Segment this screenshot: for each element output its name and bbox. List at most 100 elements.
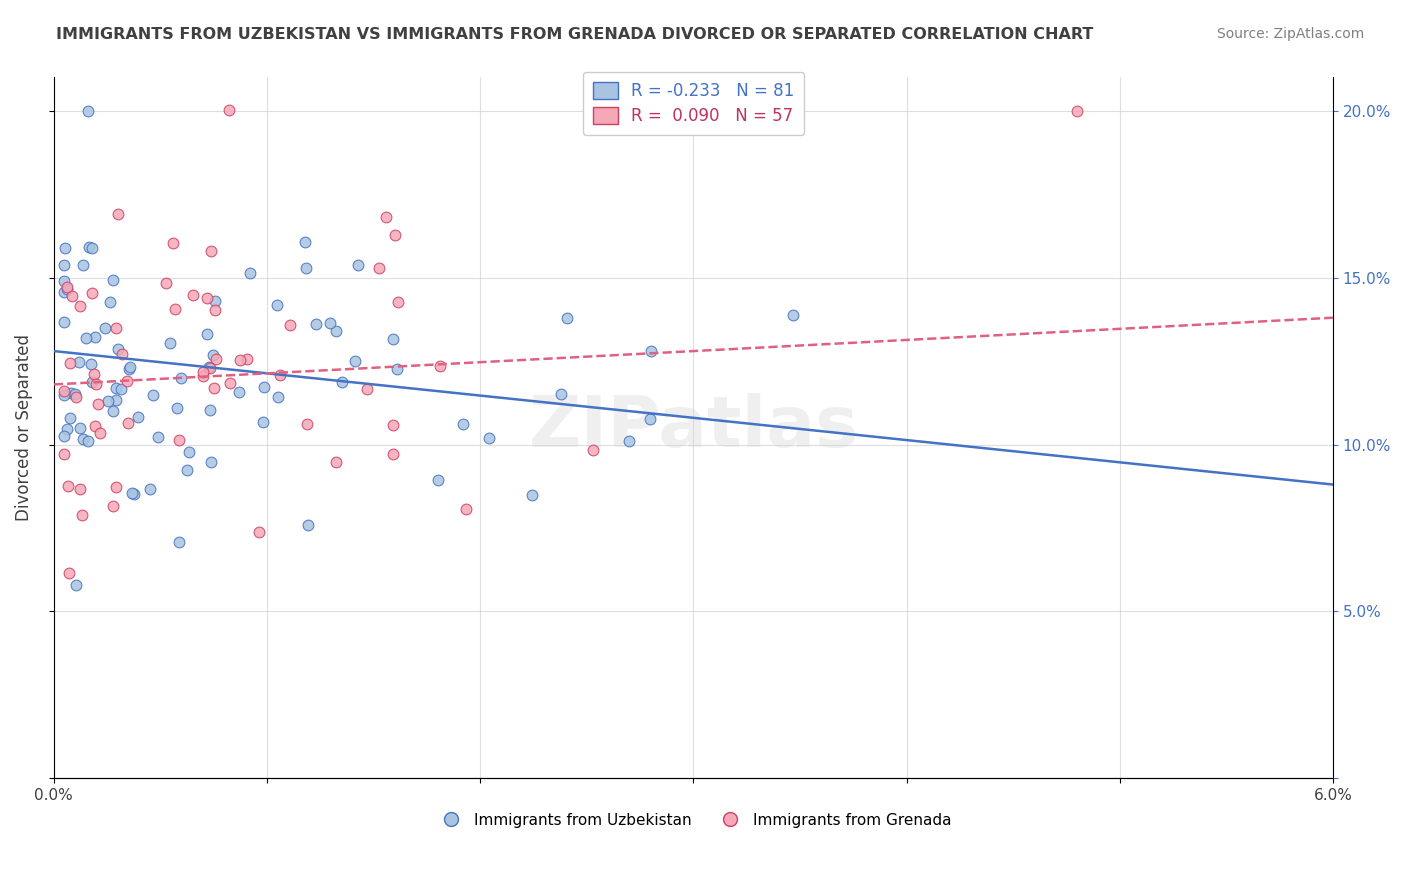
Point: [146, 430, 169, 444]
Point: [110, 382, 132, 396]
Point: [325, 325, 347, 339]
Point: [63, 386, 86, 401]
Point: [319, 316, 342, 330]
Point: [58, 566, 80, 580]
Point: [58, 479, 80, 493]
Point: [69, 482, 91, 496]
Point: [115, 374, 138, 388]
Point: [104, 320, 127, 334]
Point: [387, 294, 409, 309]
Point: [167, 433, 190, 447]
Point: [204, 293, 226, 308]
Point: [56, 280, 79, 294]
Point: [53, 315, 76, 329]
Point: [94, 321, 117, 335]
Point: [118, 360, 141, 375]
Point: [454, 502, 477, 516]
Point: [83, 368, 105, 382]
Point: [325, 455, 347, 469]
Point: [155, 276, 177, 290]
Point: [163, 302, 186, 317]
Point: [65, 577, 87, 591]
Point: [87, 397, 110, 411]
Point: [356, 382, 378, 396]
Point: [253, 380, 276, 394]
Point: [294, 235, 316, 250]
Point: [782, 308, 804, 322]
Point: [59, 356, 82, 370]
Point: [228, 352, 250, 367]
Text: Source: ZipAtlas.com: Source: ZipAtlas.com: [1216, 27, 1364, 41]
Point: [104, 381, 127, 395]
Point: [53, 241, 76, 255]
Point: [53, 384, 76, 399]
Point: [204, 303, 226, 318]
Point: [297, 417, 319, 431]
Point: [53, 428, 76, 442]
Point: [343, 354, 366, 368]
Point: [97, 394, 120, 409]
Point: [60, 386, 83, 401]
Point: [177, 445, 200, 459]
Point: [384, 227, 406, 242]
Point: [170, 371, 193, 385]
Point: [236, 352, 259, 367]
Point: [347, 258, 370, 272]
Point: [202, 348, 225, 362]
Point: [121, 486, 143, 500]
Point: [550, 387, 572, 401]
Point: [98, 295, 121, 310]
Point: [266, 298, 288, 312]
Text: ZIPatlas: ZIPatlas: [529, 393, 859, 462]
Point: [84, 419, 107, 434]
Point: [375, 211, 398, 225]
Point: [451, 417, 474, 431]
Point: [381, 332, 404, 346]
Point: [118, 361, 141, 376]
Point: [305, 317, 328, 331]
Point: [382, 447, 405, 461]
Point: [111, 347, 134, 361]
Point: [101, 499, 124, 513]
Point: [56, 422, 79, 436]
Point: [198, 360, 221, 375]
Point: [239, 266, 262, 280]
Point: [162, 236, 184, 251]
Point: [640, 343, 662, 358]
Point: [69, 421, 91, 435]
Text: IMMIGRANTS FROM UZBEKISTAN VS IMMIGRANTS FROM GRENADA DIVORCED OR SEPARATED CORR: IMMIGRANTS FROM UZBEKISTAN VS IMMIGRANTS…: [56, 27, 1094, 42]
Point: [53, 447, 76, 461]
Point: [195, 291, 218, 305]
Point: [295, 260, 318, 275]
Legend: Immigrants from Uzbekistan, Immigrants from Grenada: Immigrants from Uzbekistan, Immigrants f…: [430, 806, 957, 834]
Point: [522, 488, 544, 502]
Point: [101, 404, 124, 418]
Point: [200, 455, 222, 469]
Point: [429, 359, 451, 373]
Point: [80, 376, 103, 390]
Point: [555, 310, 578, 325]
Point: [107, 342, 129, 356]
Point: [202, 381, 225, 395]
Point: [77, 434, 100, 449]
Point: [368, 261, 391, 276]
Point: [127, 409, 149, 424]
Point: [267, 390, 290, 404]
Point: [142, 388, 165, 402]
Point: [166, 401, 188, 416]
Point: [72, 259, 94, 273]
Point: [59, 410, 82, 425]
Point: [1066, 103, 1088, 118]
Point: [205, 351, 228, 366]
Point: [72, 432, 94, 446]
Point: [200, 361, 222, 376]
Point: [198, 403, 221, 417]
Point: [53, 259, 76, 273]
Point: [195, 326, 218, 341]
Point: [638, 411, 661, 425]
Point: [84, 376, 107, 391]
Point: [89, 426, 111, 441]
Point: [117, 417, 139, 431]
Point: [218, 103, 240, 117]
Point: [75, 331, 97, 345]
